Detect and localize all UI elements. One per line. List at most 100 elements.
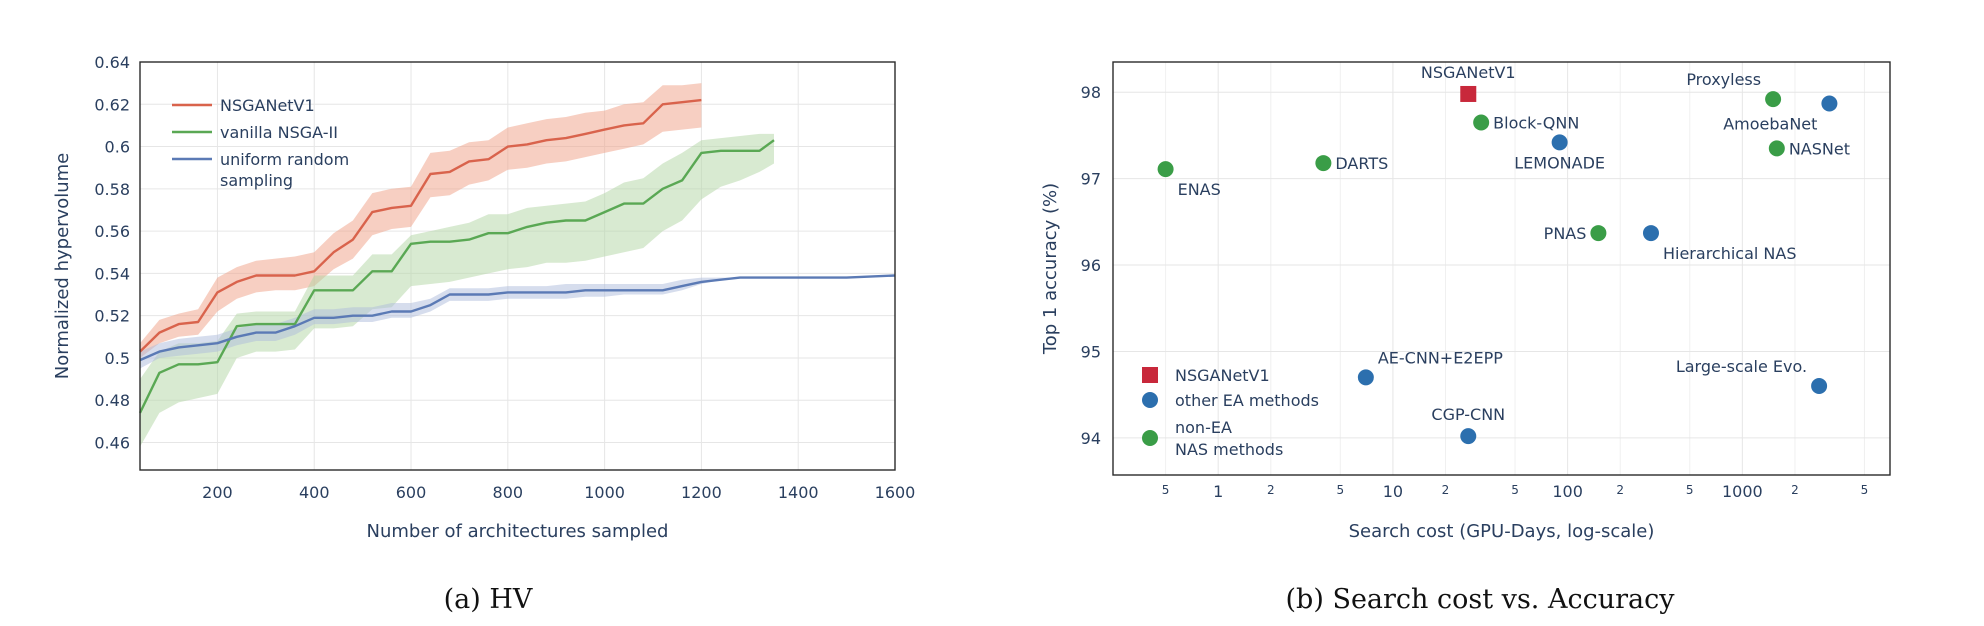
cost-points [1157,85,1838,445]
cost-legend-swatch [1142,392,1158,408]
point-marker-cgp-cnn [1460,428,1477,445]
hv-series-line-1 [138,139,775,414]
hv-band-1 [140,133,774,447]
cost-legend-label: other EA methods [1175,391,1319,410]
point-marker-enas [1157,161,1174,178]
point-label: Proxyless [1686,70,1761,89]
hv-y-tick-label: 0.64 [94,53,130,72]
cost-point-labels: NSGANetV1 Block-QNN LEMONADE ENAS DARTS Proxy… [1178,63,1850,424]
cost-x-minor-tick-label: 2 [1267,483,1275,497]
hv-plot-frame [139,61,896,471]
hv-y-tick-label: 0.56 [94,222,130,241]
point-label: NSGANetV1 [1421,63,1516,82]
cost-y-tick-label: 95 [1081,342,1101,361]
cost-plot-frame [1112,61,1891,476]
cost-y-axis-title: Top 1 accuracy (%) [1040,183,1061,355]
hv-y-tick-label: 0.54 [94,264,130,283]
point-label: DARTS [1335,154,1388,173]
cost-x-minor-tick-label: 5 [1861,483,1869,497]
chart-hv: 200 400 600 800 1000 1200 1400 1600 0.46 0.48 0.5… [52,53,915,615]
hv-legend: NSGANetV1 vanilla NSGA-II uniform random sa… [172,96,349,190]
hv-y-tick-label: 0.5 [105,349,130,368]
cost-x-tick-label: 1000 [1722,482,1763,501]
point-label: NASNet [1789,139,1850,158]
cost-x-ticks: 1 10 100 1000 5 2 5 2 5 2 5 2 5 [1162,482,1869,501]
hv-legend-label: NSGANetV1 [220,96,315,115]
hv-series-line-2 [139,274,896,362]
hv-x-axis-title: Number of architectures sampled [367,521,669,542]
hv-x-ticks: 200 400 600 800 1000 1200 1400 1600 [202,483,915,502]
cost-caption: (b) Search cost vs. Accuracy [1286,584,1676,615]
point-label: AmoebaNet [1723,114,1817,133]
hv-y-tick-label: 0.52 [94,307,130,326]
hv-y-tick-label: 0.6 [105,138,130,157]
cost-x-minor-tick-label: 5 [1336,483,1344,497]
cost-x-minor-tick-label: 2 [1791,483,1799,497]
hv-caption: (a) HV [444,584,533,615]
hv-x-tick-label: 200 [202,483,233,502]
point-label: Large-scale Evo. [1676,357,1807,376]
cost-y-tick-label: 96 [1081,256,1101,275]
cost-legend-swatch [1142,367,1158,383]
point-marker-darts [1315,155,1332,172]
point-label: CGP-CNN [1431,405,1505,424]
hv-x-tick-label: 1200 [681,483,722,502]
hv-x-tick-label: 400 [299,483,330,502]
hv-y-ticks: 0.46 0.48 0.5 0.52 0.54 0.56 0.58 0.6 0.62 0.64 [94,53,130,453]
hv-x-tick-label: 800 [493,483,524,502]
hv-y-tick-label: 0.62 [94,95,130,114]
cost-y-tick-label: 94 [1081,429,1101,448]
cost-grid [1113,62,1890,475]
cost-legend-label: non-EA [1175,418,1232,437]
point-marker-nasnet [1768,140,1785,157]
cost-legend-label: NSGANetV1 [1175,366,1270,385]
point-marker-hierarchical-nas [1642,225,1659,242]
point-label: PNAS [1544,224,1587,243]
cost-y-ticks: 94 95 96 97 98 [1081,83,1101,448]
hv-x-tick-label: 1000 [584,483,625,502]
point-marker-nsganetv1 [1460,85,1477,102]
point-label: Hierarchical NAS [1663,244,1797,263]
hv-y-tick-label: 0.46 [94,434,130,453]
hv-series-line-0 [139,98,702,353]
cost-x-tick-label: 1 [1213,482,1223,501]
cost-x-tick-label: 10 [1383,482,1403,501]
hv-x-tick-label: 1400 [778,483,819,502]
hv-band-0 [140,83,702,358]
hv-bands [140,83,895,447]
cost-x-axis-title: Search cost (GPU-Days, log-scale) [1349,521,1655,542]
chart-search-cost: NSGANetV1 Block-QNN LEMONADE ENAS DARTS Proxy… [1040,61,1891,615]
hv-band-2 [140,275,895,369]
point-marker-proxyless [1765,91,1782,108]
hv-y-axis-title: Normalized hypervolume [52,153,73,379]
hv-legend-label: sampling [220,171,293,190]
cost-y-tick-label: 98 [1081,83,1101,102]
cost-y-tick-label: 97 [1081,170,1101,189]
cost-x-minor-tick-label: 5 [1511,483,1519,497]
hv-x-tick-label: 600 [396,483,427,502]
point-label: ENAS [1178,180,1221,199]
cost-x-minor-tick-label: 5 [1686,483,1694,497]
hv-x-tick-label: 1600 [875,483,916,502]
point-marker-pnas [1590,225,1607,242]
cost-x-minor-tick-label: 5 [1162,483,1170,497]
cost-legend: NSGANetV1 other EA methods non-EA NAS metho… [1142,366,1319,459]
cost-legend-swatch [1142,430,1158,446]
hv-legend-label: vanilla NSGA-II [220,123,338,142]
hv-lines [138,98,896,414]
point-marker-large-scale-evo- [1811,378,1828,395]
point-marker-lemonade [1551,134,1568,151]
cost-x-tick-label: 100 [1552,482,1583,501]
hv-y-tick-label: 0.58 [94,180,130,199]
hv-legend-label: uniform random [220,150,349,169]
cost-legend-label: NAS methods [1175,440,1283,459]
point-marker-ae-cnn-e2epp [1357,369,1374,386]
cost-x-minor-tick-label: 2 [1442,483,1450,497]
point-marker-amoebanet [1821,95,1838,112]
cost-x-minor-tick-label: 2 [1616,483,1624,497]
point-label: Block-QNN [1493,113,1579,132]
point-label: LEMONADE [1514,153,1605,172]
hv-y-tick-label: 0.48 [94,391,130,410]
point-marker-block-qnn [1473,114,1490,131]
